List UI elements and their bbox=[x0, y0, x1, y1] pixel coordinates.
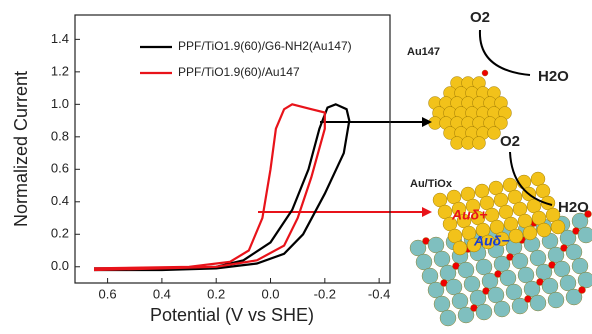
arrowhead bbox=[422, 117, 432, 127]
y-tick-label: 0.2 bbox=[51, 226, 69, 241]
tio2-atom bbox=[433, 250, 451, 268]
tio2-atom bbox=[529, 249, 547, 267]
y-tick-label: 0.8 bbox=[51, 128, 69, 143]
tio2-atom bbox=[535, 263, 553, 281]
tio2-atom bbox=[547, 246, 565, 264]
tio2-atom bbox=[517, 266, 535, 284]
data-line bbox=[93, 103, 326, 272]
tio2-atom bbox=[439, 309, 457, 327]
tio2-atom bbox=[463, 275, 481, 293]
tio2-atom bbox=[427, 281, 445, 299]
gold-atom bbox=[472, 136, 486, 150]
y-axis-title: Normalized Current bbox=[11, 71, 31, 227]
tio2-atom bbox=[523, 280, 541, 298]
tio2-atom bbox=[475, 303, 493, 321]
tio2-atom bbox=[511, 297, 529, 315]
arrowhead bbox=[422, 207, 432, 217]
gold-atom bbox=[494, 116, 508, 130]
annotation: Auδ+ bbox=[451, 207, 487, 223]
tio2-atom bbox=[445, 278, 463, 296]
tio2-atom bbox=[457, 306, 475, 324]
gold-atom bbox=[494, 231, 510, 247]
annotation: O2 bbox=[470, 9, 490, 26]
tio2-atom bbox=[577, 271, 592, 289]
tio2-atom bbox=[493, 300, 511, 318]
legend-label: PPF/TiO1.9(60)/Au147 bbox=[178, 65, 300, 79]
annotation: H2O bbox=[558, 199, 589, 216]
tio2-atom bbox=[541, 277, 559, 295]
tio2-atom bbox=[439, 264, 457, 282]
tio2-atom bbox=[559, 274, 577, 292]
x-tick-label: 0.4 bbox=[153, 286, 171, 301]
tio2-atom bbox=[505, 283, 523, 301]
tio2-atom bbox=[415, 253, 433, 271]
y-tick-label: 0.4 bbox=[51, 193, 69, 208]
y-tick-label: 1.2 bbox=[51, 63, 69, 78]
gold-atom bbox=[522, 225, 538, 241]
gold-atom bbox=[508, 228, 524, 244]
y-tick-label: 0.6 bbox=[51, 161, 69, 176]
tio2-atom bbox=[433, 295, 451, 313]
tio2-atom bbox=[571, 212, 589, 230]
gold-atom bbox=[487, 126, 501, 140]
annotation: H2O bbox=[538, 68, 569, 85]
tio2-atom bbox=[511, 252, 529, 270]
oxygen-atom bbox=[481, 69, 489, 77]
tio2-atom bbox=[469, 289, 487, 307]
gold-atom bbox=[480, 234, 496, 250]
tio2-atom bbox=[529, 294, 547, 312]
tio2-atom bbox=[409, 239, 427, 257]
gold-atom bbox=[550, 219, 566, 235]
x-tick-label: -0.4 bbox=[368, 286, 390, 301]
plot-frame bbox=[74, 14, 391, 284]
tio2-atom bbox=[553, 260, 571, 278]
tio2-atom bbox=[547, 291, 565, 309]
data-line bbox=[94, 103, 351, 272]
tio2-atom bbox=[487, 286, 505, 304]
tio2-atom bbox=[499, 269, 517, 287]
y-tick-label: 1.4 bbox=[51, 31, 69, 46]
tio2-atom bbox=[451, 292, 469, 310]
x-tick-label: 0.6 bbox=[99, 286, 117, 301]
x-tick-label: -0.2 bbox=[314, 286, 336, 301]
arrow bbox=[478, 29, 531, 76]
tio2-atom bbox=[427, 236, 445, 254]
tio2-atom bbox=[559, 229, 577, 247]
x-axis-title: Potential (V vs SHE) bbox=[150, 305, 314, 325]
oxygen-atom bbox=[578, 286, 586, 294]
annotation: Au147 bbox=[407, 46, 440, 58]
tio2-atom bbox=[577, 226, 592, 244]
tio2-atom bbox=[421, 267, 439, 285]
tio2-atom bbox=[565, 243, 583, 261]
tio2-atom bbox=[493, 255, 511, 273]
legend-label: PPF/TiO1.9(60)/G6-NH2(Au147) bbox=[178, 39, 352, 53]
tio2-atom bbox=[475, 258, 493, 276]
x-tick-label: 0.0 bbox=[261, 286, 279, 301]
annotation: Au/TiOx bbox=[410, 178, 453, 190]
gold-atom bbox=[452, 240, 468, 256]
y-tick-label: 0.0 bbox=[51, 258, 69, 273]
tio2-atom bbox=[571, 257, 589, 275]
annotation: O2 bbox=[500, 133, 520, 150]
gold-atom bbox=[536, 222, 552, 238]
x-tick-label: 0.2 bbox=[207, 286, 225, 301]
illustration bbox=[258, 29, 592, 327]
tio2-atom bbox=[481, 272, 499, 290]
tio2-atom bbox=[457, 261, 475, 279]
annotation: Auδ− bbox=[473, 233, 509, 249]
gold-atom bbox=[466, 237, 482, 253]
y-tick-label: 1.0 bbox=[51, 96, 69, 111]
tio2-atom bbox=[565, 288, 583, 306]
arrow bbox=[509, 151, 553, 206]
